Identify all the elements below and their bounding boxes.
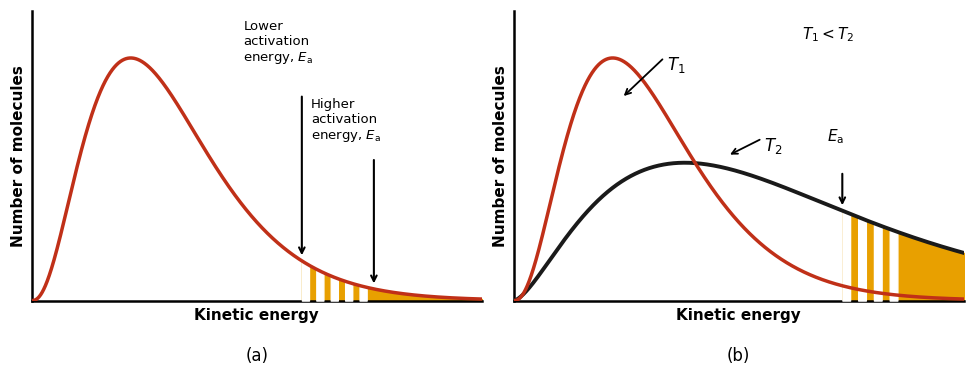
Text: (a): (a) [246, 347, 268, 365]
Text: Lower
activation
energy, $E_\mathrm{a}$: Lower activation energy, $E_\mathrm{a}$ [244, 20, 313, 66]
X-axis label: Kinetic energy: Kinetic energy [194, 308, 319, 323]
Text: $T_1 < T_2$: $T_1 < T_2$ [801, 26, 854, 44]
Y-axis label: Number of molecules: Number of molecules [493, 65, 508, 247]
Text: $E_\mathrm{a}$: $E_\mathrm{a}$ [827, 127, 843, 146]
Text: $T_1$: $T_1$ [667, 55, 685, 74]
Text: $T_2$: $T_2$ [763, 136, 782, 156]
Y-axis label: Number of molecules: Number of molecules [11, 65, 26, 247]
Text: Higher
activation
energy, $E_\mathrm{a}$: Higher activation energy, $E_\mathrm{a}$ [311, 98, 381, 144]
Text: (b): (b) [727, 347, 751, 365]
X-axis label: Kinetic energy: Kinetic energy [677, 308, 801, 323]
